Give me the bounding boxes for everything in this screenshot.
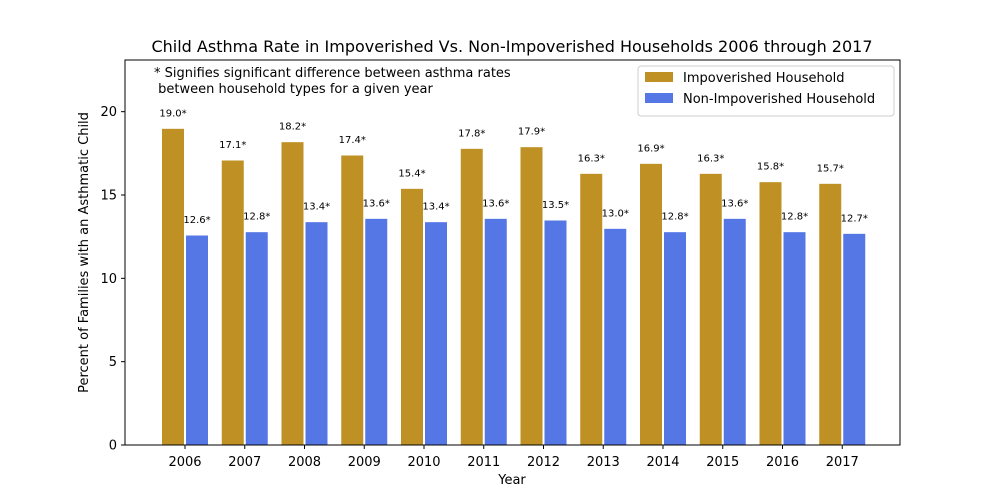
legend-label-impoverished: Impoverished Household [683,71,845,86]
data-label-non-impoverished-2009: 13.6* [363,198,390,209]
bar-impoverished-2014 [639,162,663,446]
data-label-impoverished-2008: 18.2* [279,122,306,133]
y-tick-label-10: 10 [100,272,117,287]
bar-non-impoverished-2015 [722,217,747,446]
data-label-non-impoverished-2011: 13.6* [482,198,509,209]
data-label-impoverished-2012: 17.9* [518,127,545,138]
x-tick-label-2009: 2009 [348,455,381,470]
y-axis: 0 5 10 15 20 [100,105,125,454]
data-label-impoverished-2016: 15.8* [757,162,784,173]
bar-impoverished-2006 [161,127,185,446]
bar-impoverished-2009 [340,154,365,446]
data-label-non-impoverished-2016: 12.8* [781,212,808,223]
y-tick-label-5: 5 [109,355,117,370]
x-axis-label: Year [497,473,526,488]
data-label-non-impoverished-2010: 13.4* [422,202,449,213]
x-tick-label-2015: 2015 [706,455,739,470]
x-tick-label-2007: 2007 [228,455,261,470]
legend-swatch-impoverished [645,72,673,82]
y-tick-label-0: 0 [109,439,117,454]
bar-non-impoverished-2012 [543,219,568,446]
legend: Impoverished Household Non-Impoverished … [637,65,895,117]
axes-frame [124,59,901,446]
note-line-2: between household types for a given year [154,82,434,97]
bar-impoverished-2017 [818,182,843,446]
data-label-impoverished-2007: 17.1* [219,140,246,151]
bar-impoverished-2007 [220,159,245,446]
x-tick-label-2008: 2008 [288,455,321,470]
data-label-non-impoverished-2008: 13.4* [303,202,330,213]
legend-label-non-impoverished: Non-Impoverished Household [683,92,875,107]
x-tick-label-2010: 2010 [407,455,440,470]
bar-non-impoverished-2007 [244,231,269,446]
x-tick-label-2013: 2013 [587,455,620,470]
x-tick-label-2011: 2011 [467,455,500,470]
x-axis: 2006 2007 2008 2009 2010 2011 2012 2013 2014 2015… [168,445,859,470]
bar-non-impoverished-2011 [483,217,508,446]
data-label-non-impoverished-2012: 13.5* [542,200,569,211]
data-label-non-impoverished-2014: 12.8* [661,212,688,223]
x-tick-label-2017: 2017 [826,455,859,470]
bar-impoverished-2012 [519,146,544,446]
data-label-non-impoverished-2015: 13.6* [721,198,748,209]
chart-title: Child Asthma Rate in Impoverished Vs. No… [151,37,872,56]
bar-non-impoverished-2010 [424,221,448,446]
data-label-impoverished-2006: 19.0* [159,108,186,119]
bar-impoverished-2013 [579,172,604,446]
data-label-impoverished-2010: 15.4* [398,168,425,179]
bar-impoverished-2008 [280,141,305,446]
data-label-impoverished-2013: 16.3* [578,153,605,164]
x-tick-label-2014: 2014 [646,455,679,470]
data-label-impoverished-2015: 16.3* [697,153,724,164]
note-line-1: * Signifies significant difference betwe… [154,66,511,81]
plot-area: 19.0* 12.6* 17.1* 12.8* 18.2* 13.4* 17.4* 13.6*… [159,108,868,446]
bar-non-impoverished-2014 [663,231,687,446]
data-label-impoverished-2011: 17.8* [458,128,485,139]
bar-impoverished-2010 [400,187,424,446]
bar-non-impoverished-2009 [364,217,389,446]
data-label-non-impoverished-2017: 12.7* [841,213,868,224]
bar-non-impoverished-2006 [185,234,209,446]
data-label-impoverished-2014: 16.9* [637,143,664,154]
bar-non-impoverished-2016 [782,231,807,446]
bar-impoverished-2016 [758,181,783,446]
data-label-non-impoverished-2013: 13.0* [602,208,629,219]
y-tick-label-15: 15 [100,189,117,204]
bar-non-impoverished-2008 [304,221,329,446]
y-axis-label: Percent of Families with an Asthmatic Ch… [77,112,92,393]
data-label-non-impoverished-2007: 12.8* [243,212,270,223]
bar-impoverished-2015 [698,172,723,446]
significance-note: * Signifies significant difference betwe… [154,66,511,97]
data-label-impoverished-2017: 15.7* [817,163,844,174]
data-label-impoverished-2009: 17.4* [339,135,366,146]
data-label-non-impoverished-2006: 12.6* [183,215,210,226]
bar-impoverished-2011 [459,147,484,446]
x-tick-label-2012: 2012 [527,455,560,470]
x-tick-label-2016: 2016 [766,455,799,470]
legend-frame [637,65,895,117]
y-tick-label-20: 20 [100,105,117,120]
x-tick-label-2006: 2006 [168,455,201,470]
bar-non-impoverished-2013 [603,227,628,446]
bar-non-impoverished-2017 [842,232,867,446]
legend-swatch-non-impoverished [645,93,673,103]
